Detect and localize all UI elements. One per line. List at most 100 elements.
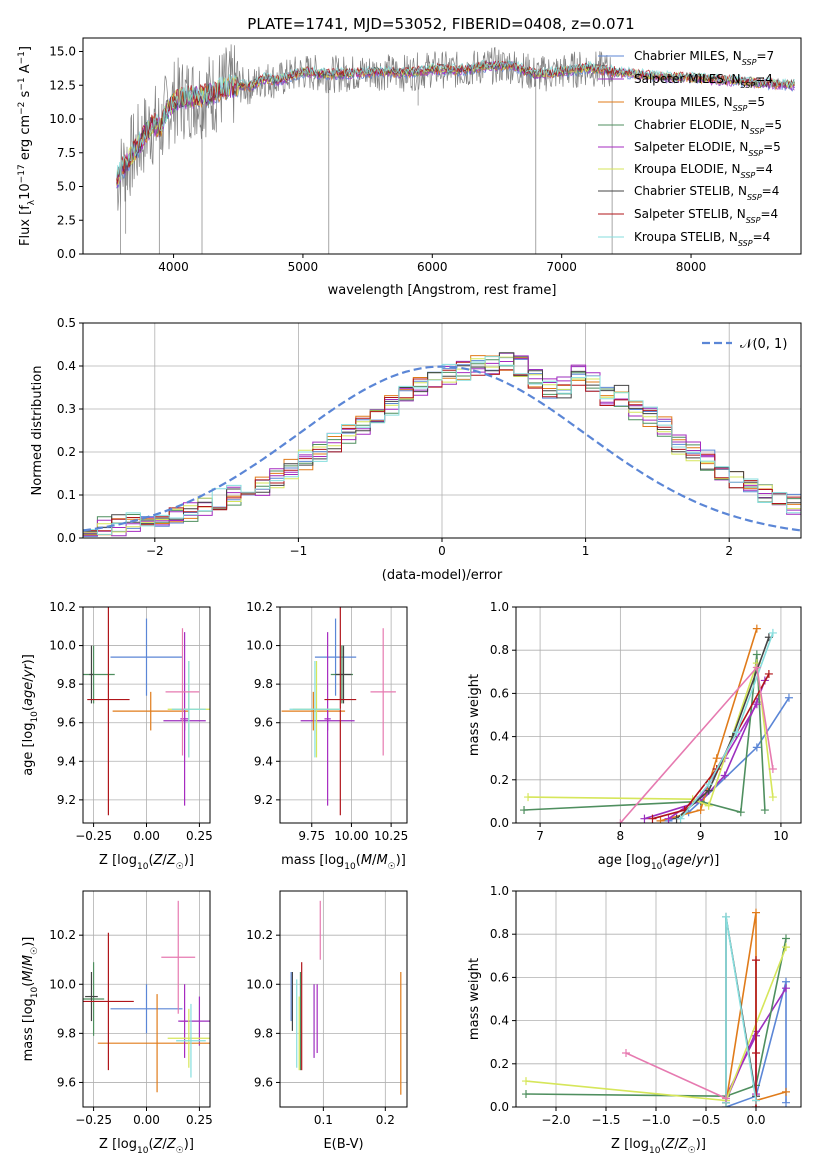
weight-marker [752,650,761,659]
x-tick-label: 0.25 [186,829,213,843]
panel-residuals: −2 −1 0 1 2 0.0 0.1 0.2 0.3 0.4 0.5 𝒩(0, 1) (data-mo… [30,316,802,583]
y-tick-label: 9.8 [57,677,76,691]
weight-marker [782,943,790,952]
axes-frame [515,606,802,824]
panel-age-vs-mass: 9.75 10.00 10.25 9.2 9.4 9.6 9.8 10.0 10.2 mass [… [246,600,408,872]
y-tick-label: 15.0 [49,45,76,59]
plot-area-residuals [83,352,801,537]
x-tick-label: 2 [725,544,733,558]
y-tick-label: 0.0 [490,816,509,830]
y-tick-label: 10.0 [246,639,273,653]
x-tick-label: −2.0 [541,1113,570,1127]
weight-marker [752,743,761,752]
y-tick-label: 10.0 [49,112,76,126]
x-axis-label: Z [log10(Z/Z☉)] [99,853,194,872]
axes-frame [515,890,802,1108]
y-tick-label: 2.5 [57,213,76,227]
weight-marker [752,700,761,709]
panel-weight-vs-age: 7 8 9 10 0.0 0.2 0.4 0.6 0.8 1.0 age [log10(age/yr… [467,600,802,872]
weight-marker [782,1098,790,1107]
legend-item: Kroupa MILES, NSSP=5 [598,95,765,113]
weight-marker [676,814,685,823]
y-tick-label: 0.8 [490,643,509,657]
panel-weight-vs-Z: −2.0 −1.5 −1.0 −0.5 0.0 0.0 0.2 0.4 0.6 0.8 1.0 Z [… [467,884,802,1156]
y-tick-label: 0.4 [490,1014,509,1028]
x-tick-label: −1 [290,544,308,558]
weight-line [523,654,766,814]
panel-spectrum: 4000 5000 6000 7000 8000 0.0 2.5 5.0 7.5 10.0 12.5… [17,37,802,298]
legend-item: Chabrier ELODIE, NSSP=5 [598,118,782,136]
y-tick-label: 9.6 [254,716,273,730]
weight-marker [522,1090,530,1099]
weight-marker [782,934,790,943]
x-tick-label: 10 [773,829,788,843]
y-axis-label: mass weight [467,674,482,756]
y-tick-label: 9.4 [254,754,273,768]
weight-marker [752,1096,760,1105]
x-axis-label: age [log10(age/yr)] [598,853,720,872]
axes-frame [279,606,408,824]
x-tick-label: −2 [146,544,164,558]
y-tick-label: 0.0 [490,1100,509,1114]
weight-marker [768,628,777,637]
plot-area-age-vs-mass [281,607,396,816]
axes-frame [82,606,211,824]
gaussian-legend-label: 𝒩(0, 1) [740,337,787,352]
histogram-line [83,356,801,535]
x-axis-label: wavelength [Angstrom, rest frame] [328,283,557,298]
panel-mass-vs-Z: −0.25 0.00 0.25 9.6 9.8 10.0 10.2 Z [log10(Z/Z☉… [21,890,213,1156]
x-tick-label: 4000 [158,260,189,274]
y-tick-label: 9.8 [254,677,273,691]
x-tick-label: 10.25 [374,829,408,843]
y-tick-label: 12.5 [49,78,76,92]
y-tick-label: 9.4 [57,754,76,768]
y-tick-label: 9.6 [57,1075,76,1089]
x-tick-label: −0.25 [75,1113,112,1127]
gaussian-curve [83,365,801,532]
x-tick-label: 0.2 [376,1113,395,1127]
y-tick-label: 0.4 [490,730,509,744]
y-tick-label: 0.2 [490,773,509,787]
y-tick-label: 0.6 [490,686,509,700]
weight-marker [704,801,713,810]
y-tick-label: 9.6 [57,716,76,730]
y-tick-label: 0.3 [57,402,76,416]
histogram-line [83,356,801,535]
weight-marker [648,814,657,823]
legend-item: Kroupa STELIB, NSSP=4 [598,230,770,248]
x-tick-label: −0.5 [691,1113,720,1127]
weight-marker [752,663,761,672]
weight-marker [784,693,793,702]
weight-marker [752,624,761,633]
y-tick-label: 0.8 [490,927,509,941]
legend-item: Salpeter ELODIE, NSSP=5 [598,140,781,158]
weight-marker [704,780,713,789]
x-tick-label: 7 [536,829,544,843]
weight-marker [732,728,741,737]
x-tick-label: 0.00 [133,829,160,843]
legend-label-2: Kroupa MILES, NSSP=5 [634,95,765,113]
weight-marker [768,765,777,773]
axes-frame [82,322,802,539]
legend-item: Kroupa ELODIE, NSSP=4 [598,162,773,180]
y-axis-label: age [log10(age/yr)] [21,654,40,776]
legend-item: Salpeter MILES, NSSP=4 [598,72,773,90]
y-tick-label: 0.6 [490,970,509,984]
weight-marker [752,908,760,917]
y-tick-label: 5.0 [57,180,76,194]
weight-line [679,632,774,820]
plot-area-weight-vs-age [520,624,793,823]
weight-line [725,981,787,1107]
y-tick-label: 10.0 [49,977,76,991]
y-axis-label: mass [log10(M/M☉)] [21,937,40,1062]
y-tick-label: 9.6 [254,1075,273,1089]
histogram-line [83,352,801,532]
y-tick-label: 0.1 [57,488,76,502]
legend-item: Chabrier MILES, NSSP=7 [598,49,774,67]
axes-frame [82,37,802,255]
weight-marker [664,814,673,823]
y-tick-label: 10.0 [49,639,76,653]
histogram-line [83,361,801,532]
plot-area-mass-vs-Z [83,900,210,1093]
